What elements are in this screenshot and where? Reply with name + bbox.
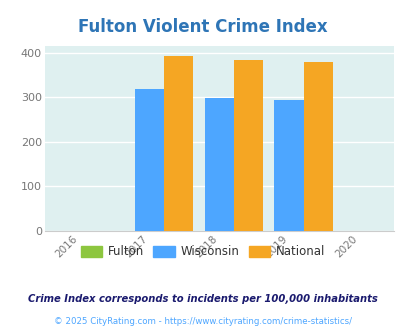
Text: Crime Index corresponds to incidents per 100,000 inhabitants: Crime Index corresponds to incidents per…	[28, 294, 377, 304]
Bar	[134, 88, 164, 231]
Legend: Fulton, Wisconsin, National: Fulton, Wisconsin, National	[76, 241, 329, 263]
Bar	[274, 100, 303, 231]
Text: Fulton Violent Crime Index: Fulton Violent Crime Index	[78, 18, 327, 36]
Bar	[204, 98, 233, 231]
Bar	[164, 55, 193, 231]
Bar	[233, 60, 262, 231]
Text: © 2025 CityRating.com - https://www.cityrating.com/crime-statistics/: © 2025 CityRating.com - https://www.city…	[54, 317, 351, 326]
Bar	[303, 62, 332, 231]
